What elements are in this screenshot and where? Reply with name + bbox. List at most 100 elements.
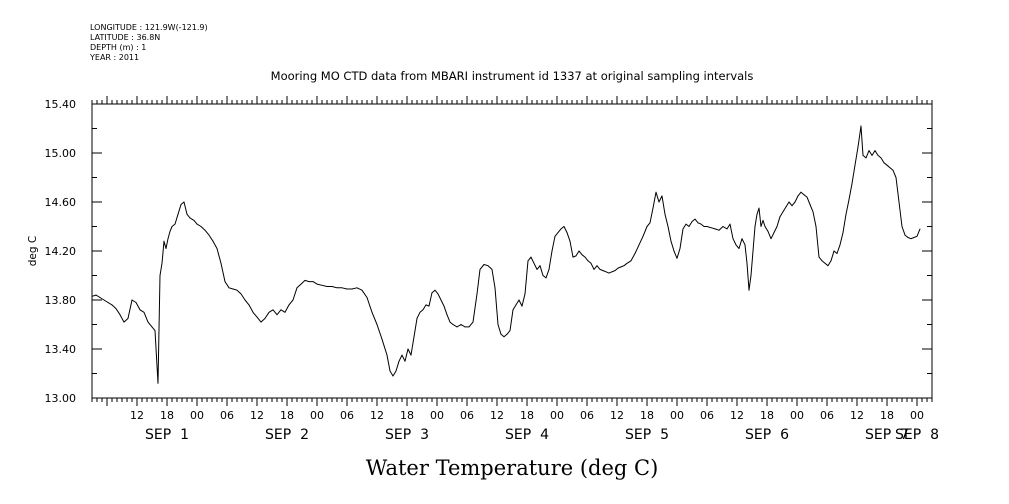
data-point [468, 326, 470, 328]
x-day-label: SEP 3 [385, 427, 429, 443]
data-point [99, 297, 101, 298]
data-point [750, 275, 752, 276]
data-point [623, 265, 625, 267]
data-point [425, 304, 427, 306]
data-point [839, 244, 841, 246]
data-point [228, 287, 230, 289]
x-axis: 12 18 00 06 12 18 00 06 12 18 00 06 12 18 00 06 12 18 00 06… [91, 96, 939, 443]
x-day-label: SEP 1 [145, 427, 189, 443]
data-point [536, 269, 538, 270]
data-point [189, 217, 191, 219]
data-point [682, 228, 684, 230]
data-point [437, 293, 439, 295]
data-point [706, 226, 708, 227]
y-axis: 13.00 13.40 13.80 14.20 14.60 15.00 15.40 [45, 98, 932, 405]
data-point [764, 226, 766, 227]
data-point [264, 318, 266, 319]
data-point [135, 302, 137, 303]
data-point [416, 318, 418, 319]
data-point [803, 194, 805, 196]
longitude-label: LONGITUDE : 121.9W(-121.9) [90, 23, 208, 32]
data-point [673, 250, 675, 252]
data-point [193, 220, 195, 221]
data-point [664, 213, 666, 215]
data-point [159, 275, 161, 276]
data-point [252, 311, 254, 313]
data-point [614, 270, 616, 271]
data-point [401, 354, 403, 356]
x-tick-label: 06 [820, 409, 834, 422]
data-point [667, 226, 669, 227]
data-point [634, 253, 636, 254]
data-point [460, 324, 462, 325]
data-point [722, 226, 724, 227]
data-point [729, 223, 731, 225]
data-point [398, 360, 400, 362]
x-axis-label: Water Temperature (deg C) [366, 456, 659, 480]
data-point [883, 162, 885, 164]
data-point [171, 226, 173, 227]
data-point [700, 223, 702, 225]
data-point [827, 265, 829, 267]
data-point [404, 360, 406, 362]
data-point [821, 260, 823, 262]
data-point [806, 196, 808, 198]
data-point [446, 314, 448, 316]
data-point [809, 204, 811, 205]
data-point [848, 199, 850, 201]
data-point [196, 223, 198, 225]
x-tick-label: 06 [340, 409, 354, 422]
data-point [304, 280, 306, 281]
data-point [236, 289, 238, 291]
y-tick-label: 14.60 [45, 196, 77, 209]
data-point [248, 304, 250, 306]
metadata-block: LONGITUDE : 121.9W(-121.9) LATITUDE : 36… [89, 23, 208, 62]
data-point [851, 183, 853, 185]
data-point [788, 201, 790, 203]
data-point [224, 281, 226, 282]
data-point [177, 213, 179, 215]
data-point [422, 309, 424, 311]
data-point [487, 265, 489, 267]
chart-title: Mooring MO CTD data from MBARI instrumen… [271, 69, 754, 83]
data-point [794, 201, 796, 203]
data-point [312, 281, 314, 282]
data-point [602, 270, 604, 271]
data-point [919, 228, 921, 230]
data-point [756, 213, 758, 215]
data-point [494, 287, 496, 289]
x-tick-label: 00 [430, 409, 444, 422]
data-point [533, 262, 535, 264]
x-tick-label: 00 [910, 409, 924, 422]
x-day-label: SEP 8 [895, 427, 939, 443]
data-point [431, 292, 433, 294]
data-point [770, 238, 772, 240]
x-tick-label: 18 [760, 409, 774, 422]
x-tick-label: 18 [640, 409, 654, 422]
x-tick-label: 06 [700, 409, 714, 422]
data-point [361, 289, 363, 291]
data-point [611, 271, 613, 273]
x-tick-label: 12 [370, 409, 384, 422]
data-point [356, 287, 358, 289]
x-tick-label: 00 [790, 409, 804, 422]
series-line [91, 125, 921, 384]
data-point [208, 234, 210, 236]
data-point [167, 238, 169, 240]
data-point [410, 354, 412, 356]
data-point [443, 305, 445, 307]
data-point [512, 309, 514, 311]
data-point [797, 195, 799, 197]
data-point [626, 262, 628, 264]
x-tick-label: 12 [850, 409, 864, 422]
data-point [889, 167, 891, 169]
data-point [434, 289, 436, 291]
y-tick-label: 13.80 [45, 294, 77, 307]
data-point [746, 262, 748, 264]
data-point [584, 256, 586, 258]
x-tick-label: 12 [250, 409, 264, 422]
data-point [331, 286, 333, 287]
data-point [800, 191, 802, 193]
data-point [661, 195, 663, 197]
data-point [131, 299, 133, 301]
